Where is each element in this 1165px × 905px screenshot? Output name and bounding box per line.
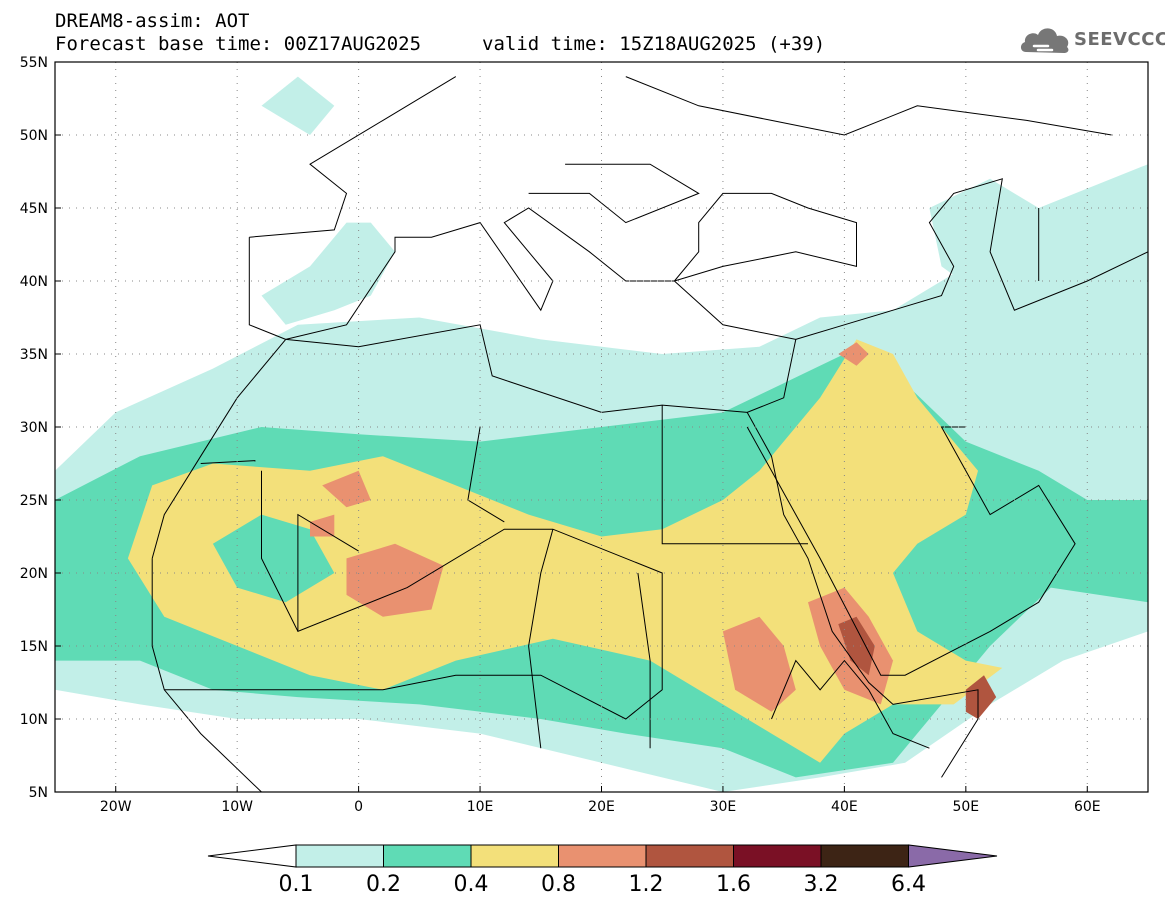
lon-label: 30E — [710, 799, 737, 815]
border-line — [746, 426, 1076, 676]
lon-label: 20E — [588, 799, 615, 815]
colorbar-upper-arrow — [908, 844, 998, 868]
lat-label: 45N — [20, 201, 48, 217]
lat-label: 50N — [20, 128, 48, 144]
aot-core-red-sea — [838, 616, 875, 676]
border-line — [467, 426, 505, 523]
colorbar-label: 1.2 — [629, 872, 664, 897]
lon-label: 10W — [221, 799, 253, 815]
colorbar-label: 3.2 — [804, 872, 839, 897]
border-line — [297, 513, 359, 632]
lon-label: 0 — [354, 799, 363, 815]
border-line — [285, 207, 797, 413]
border-line — [248, 237, 286, 340]
colorbar-label: 0.8 — [541, 872, 576, 897]
lat-label: 20N — [20, 566, 48, 582]
colorbar-segment — [645, 844, 734, 868]
chart-title: DREAM8-assim: AOT — [55, 10, 250, 32]
aot-core-mali — [346, 543, 444, 617]
logo-text: SEEVCCC — [1074, 29, 1165, 50]
colorbar-segment — [470, 844, 559, 868]
colorbar-label: 0.4 — [454, 872, 489, 897]
lat-label: 25N — [20, 493, 48, 509]
border-line — [200, 460, 256, 464]
colorbar-segment — [558, 844, 647, 868]
lat-label: 5N — [29, 785, 48, 801]
border-line — [674, 192, 857, 282]
colorbar-segment — [383, 844, 472, 868]
aot-field — [55, 62, 1148, 792]
lat-label: 30N — [20, 420, 48, 436]
aot-patch-iberia — [261, 222, 395, 325]
lon-label: 10E — [467, 799, 494, 815]
border-line — [746, 412, 979, 778]
colorbar — [207, 844, 998, 868]
colorbar-label: 0.2 — [366, 872, 401, 897]
valid-time: valid time: 15Z18AUG2025 (+39) — [482, 33, 826, 55]
border-line — [528, 163, 700, 224]
border-line — [151, 339, 287, 559]
aot-hole-west — [212, 514, 335, 603]
aot-core-algeria — [322, 470, 371, 508]
border-line — [661, 405, 808, 545]
colorbar-lower-arrow — [207, 844, 297, 868]
lat-label: 40N — [20, 274, 48, 290]
aot-core-sudan — [722, 616, 796, 712]
border-line — [164, 470, 663, 720]
lon-label: 50E — [952, 799, 979, 815]
lat-label: 55N — [20, 55, 48, 71]
border-line — [249, 76, 457, 238]
lon-label: 40E — [831, 799, 858, 815]
border-line — [795, 178, 1148, 340]
forecast-base-time: Forecast base time: 00Z17AUG2025 — [55, 33, 422, 55]
border-line — [528, 529, 554, 749]
lon-label: 60E — [1074, 799, 1101, 815]
colorbar-segment — [820, 844, 909, 868]
lon-label: 20W — [100, 799, 132, 815]
colorbar-label: 1.6 — [716, 872, 751, 897]
cloud-icon — [1020, 28, 1069, 53]
lat-label: 10N — [20, 712, 48, 728]
border-line — [625, 76, 1112, 136]
aot-core-west — [310, 514, 335, 537]
lat-label: 15N — [20, 639, 48, 655]
colorbar-segment — [733, 844, 822, 868]
aot-patch-north — [261, 76, 335, 135]
aot-core-somalia — [965, 675, 997, 719]
colorbar-segment — [295, 844, 384, 868]
colorbar-label: 0.1 — [279, 872, 314, 897]
seevccc-logo: SEEVCCC — [1018, 22, 1165, 58]
colorbar-label: 6.4 — [891, 872, 926, 897]
border-line — [771, 659, 930, 749]
lat-label: 35N — [20, 347, 48, 363]
